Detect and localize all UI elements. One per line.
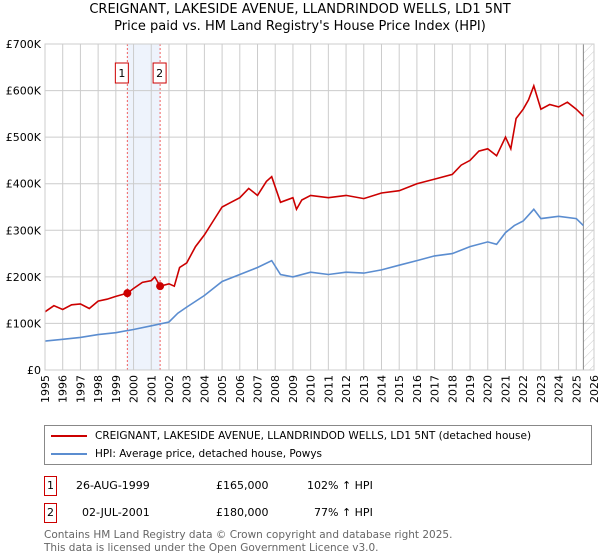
footer-line: This data is licensed under the Open Gov… (44, 542, 379, 554)
x-tick-label: 2011 (322, 375, 335, 403)
sale-date: 02-JUL-2001 (82, 506, 150, 519)
x-tick-label: 2005 (216, 375, 229, 403)
sale-price: £180,000 (216, 506, 269, 519)
x-tick-label: 2009 (287, 375, 300, 403)
sale-marker-box (114, 62, 129, 84)
x-tick-label: 1997 (74, 375, 87, 403)
price-chart: £0 £100K £200K £300K £400K £500K £600K £700K 199… (6, 38, 600, 403)
y-tick-label: £0 (27, 364, 41, 377)
x-tick-label: 2023 (535, 375, 548, 403)
x-tick-label: 2025 (570, 375, 583, 403)
y-tick-label: £300K (6, 224, 42, 237)
sale-date: 26-AUG-1999 (76, 479, 150, 492)
legend-label: CREIGNANT, LAKESIDE AVENUE, LLANDRINDOD … (95, 430, 532, 442)
x-tick-label: 2002 (163, 375, 176, 403)
x-tick-label: 2001 (145, 375, 158, 403)
sale-marker-number: 1 (118, 67, 125, 80)
x-tick-label: 2017 (429, 375, 442, 403)
x-tick-label: 2016 (411, 375, 424, 403)
sale-price: £165,000 (216, 479, 269, 492)
x-tick-label: 2006 (234, 375, 247, 403)
footer-line: Contains HM Land Registry data © Crown c… (44, 529, 453, 541)
y-tick-label: £400K (6, 178, 42, 191)
legend-item-hpi: HPI: Average price, detached house, Powy… (51, 448, 322, 460)
x-tick-label: 2020 (482, 375, 495, 403)
y-tick-label: £200K (6, 271, 42, 284)
x-tick-label: 2012 (340, 375, 353, 403)
sale-point (123, 289, 132, 298)
x-tick-label: 2026 (588, 375, 600, 403)
x-tick-label: 2015 (393, 375, 406, 403)
y-tick-label: £500K (6, 131, 42, 144)
x-tick-label: 1996 (57, 375, 70, 403)
sale-marker-label: 1 (44, 476, 57, 496)
footer: Contains HM Land Registry data © Crown c… (44, 529, 452, 555)
sale-point (156, 282, 165, 291)
table-row: 2 02-JUL-2001 £180,000 77% ↑ HPI (44, 503, 444, 523)
y-tick-label: £700K (6, 38, 42, 51)
x-tick-label: 2013 (358, 375, 371, 403)
sale-hpi-change: 102% ↑ HPI (307, 479, 373, 492)
x-tick-label: 2021 (499, 375, 512, 403)
x-tick-label: 2019 (464, 375, 477, 403)
x-tick-label: 2003 (181, 375, 194, 403)
x-tick-label: 2022 (517, 375, 530, 403)
x-tick-label: 2018 (446, 375, 459, 403)
x-tick-label: 2000 (128, 375, 141, 403)
sale-hpi-change: 77% ↑ HPI (314, 506, 373, 519)
x-tick-label: 2024 (553, 375, 566, 403)
x-tick-label: 2008 (269, 375, 282, 403)
sale-marker-box (152, 62, 167, 84)
x-tick-label: 1999 (110, 375, 123, 403)
legend-swatch (51, 453, 87, 455)
x-tick-label: 1995 (39, 375, 52, 403)
property-price-line (44, 83, 584, 313)
legend-label: HPI: Average price, detached house, Powy… (95, 448, 323, 460)
chart-subtitle: Price paid vs. HM Land Registry's House … (114, 19, 486, 34)
x-tick-label: 1998 (92, 375, 105, 403)
table-row: 1 26-AUG-1999 £165,000 102% ↑ HPI (44, 476, 444, 496)
sale-marker-number: 2 (156, 67, 163, 80)
sale-marker-label: 2 (44, 503, 57, 523)
legend: CREIGNANT, LAKESIDE AVENUE, LLANDRINDOD … (44, 425, 592, 465)
y-tick-label: £600K (6, 85, 42, 98)
forecast-hatch (583, 44, 594, 370)
legend-swatch (51, 435, 87, 437)
x-tick-label: 2007 (252, 375, 265, 403)
plot-frame (44, 43, 595, 371)
sale-period-band (127, 44, 161, 370)
chart-title: CREIGNANT, LAKESIDE AVENUE, LLANDRINDOD … (89, 2, 511, 17)
y-tick-label: £100K (6, 317, 42, 330)
legend-item-property: CREIGNANT, LAKESIDE AVENUE, LLANDRINDOD … (51, 430, 531, 442)
x-tick-label: 2004 (198, 375, 211, 403)
hpi-line (44, 208, 584, 342)
x-tick-label: 2010 (305, 375, 318, 403)
x-tick-label: 2014 (375, 375, 388, 403)
